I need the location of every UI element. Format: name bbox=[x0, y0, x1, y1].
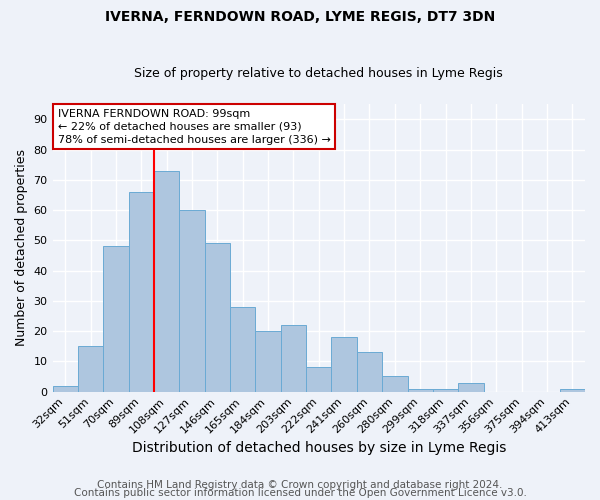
Bar bbox=[357, 352, 382, 392]
Bar bbox=[306, 368, 331, 392]
Y-axis label: Number of detached properties: Number of detached properties bbox=[15, 150, 28, 346]
Bar bbox=[179, 210, 205, 392]
Bar bbox=[230, 307, 256, 392]
Text: Contains public sector information licensed under the Open Government Licence v3: Contains public sector information licen… bbox=[74, 488, 526, 498]
Text: IVERNA, FERNDOWN ROAD, LYME REGIS, DT7 3DN: IVERNA, FERNDOWN ROAD, LYME REGIS, DT7 3… bbox=[105, 10, 495, 24]
Bar bbox=[103, 246, 128, 392]
Bar bbox=[433, 388, 458, 392]
Bar bbox=[205, 244, 230, 392]
Bar bbox=[78, 346, 103, 392]
Title: Size of property relative to detached houses in Lyme Regis: Size of property relative to detached ho… bbox=[134, 66, 503, 80]
Bar bbox=[53, 386, 78, 392]
Bar bbox=[407, 388, 433, 392]
Text: IVERNA FERNDOWN ROAD: 99sqm
← 22% of detached houses are smaller (93)
78% of sem: IVERNA FERNDOWN ROAD: 99sqm ← 22% of det… bbox=[58, 108, 331, 145]
X-axis label: Distribution of detached houses by size in Lyme Regis: Distribution of detached houses by size … bbox=[131, 441, 506, 455]
Bar bbox=[128, 192, 154, 392]
Bar bbox=[256, 331, 281, 392]
Bar bbox=[458, 382, 484, 392]
Bar bbox=[382, 376, 407, 392]
Bar bbox=[281, 325, 306, 392]
Bar bbox=[154, 171, 179, 392]
Bar bbox=[560, 388, 585, 392]
Text: Contains HM Land Registry data © Crown copyright and database right 2024.: Contains HM Land Registry data © Crown c… bbox=[97, 480, 503, 490]
Bar bbox=[331, 337, 357, 392]
